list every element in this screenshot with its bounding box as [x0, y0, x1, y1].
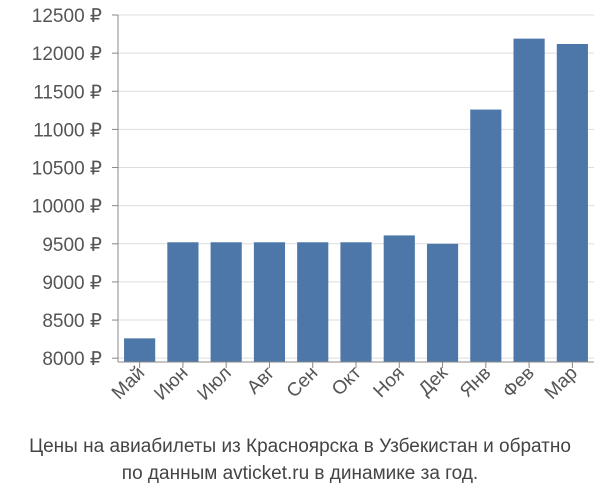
y-tick-label: 8000 ₽: [42, 349, 102, 370]
x-tick-label: Окт: [328, 362, 366, 400]
y-tick-label: 9500 ₽: [42, 235, 102, 256]
y-tick-label: 11000 ₽: [33, 120, 102, 141]
chart-caption-line-2: по данным avticket.ru в динамике за год.: [121, 463, 479, 484]
bar-8: [426, 243, 459, 362]
x-tick-label: Авг: [243, 363, 279, 399]
x-tick-label: Дек: [415, 362, 453, 400]
y-tick-label: 10000 ₽: [32, 197, 102, 218]
x-tick-label: Ноя: [370, 363, 409, 402]
bar-4: [253, 242, 286, 362]
y-tick-label: 12000 ₽: [32, 44, 102, 65]
x-tick-label: Май: [108, 363, 149, 404]
bar-1: [124, 338, 156, 362]
y-tick-label: 10500 ₽: [32, 159, 102, 180]
bar-5: [297, 242, 329, 362]
y-tick-label: 9000 ₽: [42, 273, 102, 294]
bar-7: [383, 235, 415, 362]
bar-chart: 8000 ₽ 8500 ₽ 9000 ₽ 9500 ₽ 10000 ₽ 10500 ₽ 11…: [32, 6, 594, 405]
x-tick-label: Фев: [499, 363, 539, 403]
axis-layer: [112, 14, 594, 368]
bar-6: [340, 242, 372, 362]
bar-2: [167, 242, 199, 362]
x-tick-label: Мар: [541, 363, 582, 404]
y-tick-label: 11500 ₽: [33, 82, 102, 103]
bar-layer: [124, 38, 588, 363]
chart-caption-line-1: Цены на авиабилеты из Красноярска в Узбе…: [29, 436, 571, 457]
y-tick-label: 12500 ₽: [32, 6, 102, 27]
x-tick-label: Июл: [194, 363, 236, 405]
y-tick-label: 8500 ₽: [42, 311, 102, 332]
bar-10: [513, 38, 545, 363]
bar-11: [556, 43, 588, 362]
x-tick-label: Июн: [150, 363, 192, 405]
bar-9: [470, 109, 502, 362]
x-tick-label: Сен: [283, 363, 322, 402]
bar-3: [210, 242, 242, 362]
x-tick-label: Янв: [456, 363, 495, 402]
